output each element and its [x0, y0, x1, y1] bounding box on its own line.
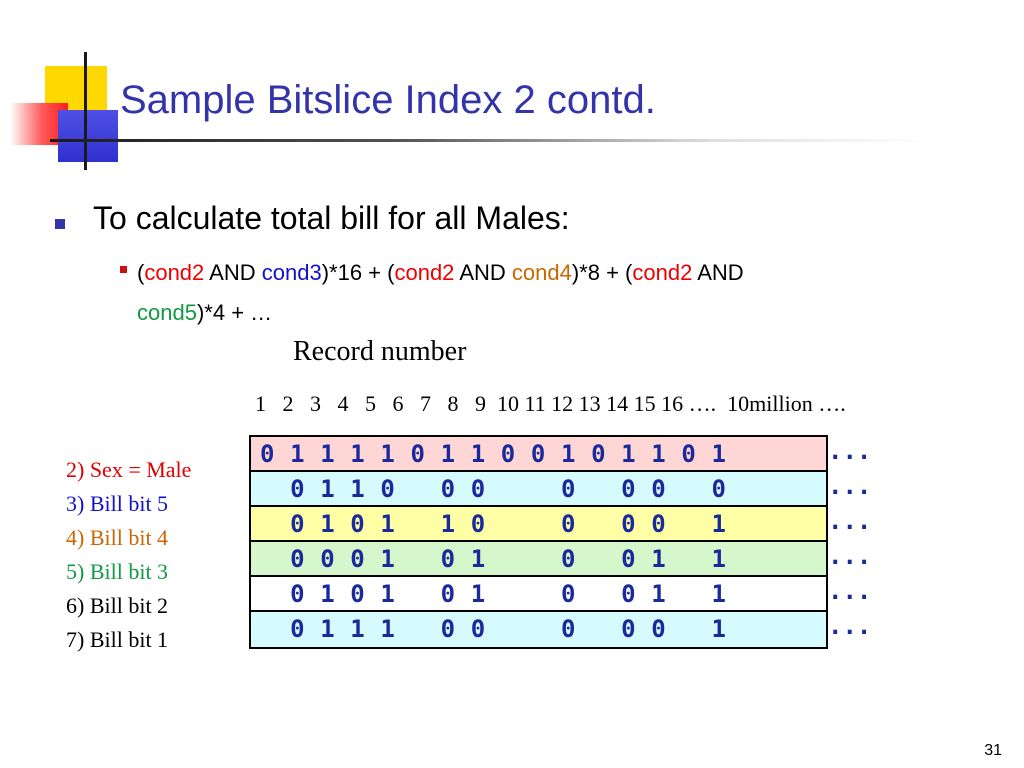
decor-vertical-line: [84, 52, 87, 170]
formula-part: cond3: [261, 260, 322, 285]
row-labels: 2) Sex = Male 3) Bill bit 5 4) Bill bit 4 5…: [66, 453, 191, 657]
formula-part: AND: [454, 260, 512, 285]
page-number: 31: [984, 742, 1002, 759]
title-underline: [50, 139, 930, 142]
bit-row: 0 1 1 1 1 0 1 1 0 0 1 0 1 1 0 1: [251, 437, 826, 472]
row-label: 4) Bill bit 4: [66, 525, 169, 550]
formula-part: )*16 + (: [321, 260, 395, 285]
bit-row: 0 1 0 1 0 1 0 0 1 1: [251, 577, 826, 612]
bit-values: 0 0 0 1 0 1 0 0 1 1: [260, 545, 727, 573]
slide-title: Sample Bitslice Index 2 contd.: [120, 78, 656, 122]
formula-part: cond4: [511, 260, 572, 285]
bullet-square-icon: [55, 219, 65, 229]
formula-part: (: [137, 260, 145, 285]
row-ellipsis: ...: [828, 577, 872, 605]
row-ellipsis: ...: [828, 612, 872, 640]
row-ellipsis: ...: [828, 507, 872, 535]
formula-part: )*8 + (: [571, 260, 633, 285]
bit-values: 0 1 1 1 0 0 0 0 0 1: [260, 615, 727, 643]
row-ellipsis: ...: [828, 542, 872, 570]
formula-part: cond5: [137, 300, 197, 325]
row-ellipsis: ...: [828, 437, 872, 465]
bit-row: 0 1 1 1 0 0 0 0 0 1: [251, 612, 826, 647]
bit-values: 0 1 1 0 0 0 0 0 0 0: [260, 475, 727, 503]
formula-part: cond2: [394, 260, 455, 285]
formula-part: cond2: [144, 260, 205, 285]
row-label: 3) Bill bit 5: [66, 491, 169, 516]
row-label: 6) Bill bit 2: [66, 593, 169, 618]
record-number-header: Record number: [293, 336, 467, 367]
decor-blue-square: [58, 110, 118, 162]
sub-bullet-square-icon: [120, 266, 127, 273]
bit-row: 0 1 1 0 0 0 0 0 0 0: [251, 472, 826, 507]
record-id-axis: 1 2 3 4 5 6 7 8 9 10 11 12 13 14 15 16 ……: [255, 391, 846, 416]
main-bullet-text: To calculate total bill for all Males:: [93, 200, 570, 236]
formula-part: )*4 + …: [196, 300, 273, 325]
bitslice-table: 0 1 1 1 1 0 1 1 0 0 1 0 1 1 0 1 0 1 1 0 …: [249, 435, 828, 649]
formula-text: (cond2 AND cond3)*16 + (cond2 AND cond4)…: [137, 253, 937, 333]
row-label: 7) Bill bit 1: [66, 627, 169, 652]
row-label: 5) Bill bit 3: [66, 559, 169, 584]
bit-values: 0 1 1 1 1 0 1 1 0 0 1 0 1 1 0 1: [260, 440, 727, 468]
bit-values: 0 1 0 1 0 1 0 0 1 1: [260, 580, 727, 608]
row-ellipsis: ...: [828, 472, 872, 500]
bit-values: 0 1 0 1 1 0 0 0 0 1: [260, 510, 727, 538]
formula-part: AND: [204, 260, 262, 285]
row-label: 2) Sex = Male: [66, 457, 192, 482]
bit-row: 0 0 0 1 0 1 0 0 1 1: [251, 542, 826, 577]
formula-part: cond2: [632, 260, 693, 285]
bit-row: 0 1 0 1 1 0 0 0 0 1: [251, 507, 826, 542]
formula-part: AND: [692, 260, 744, 285]
